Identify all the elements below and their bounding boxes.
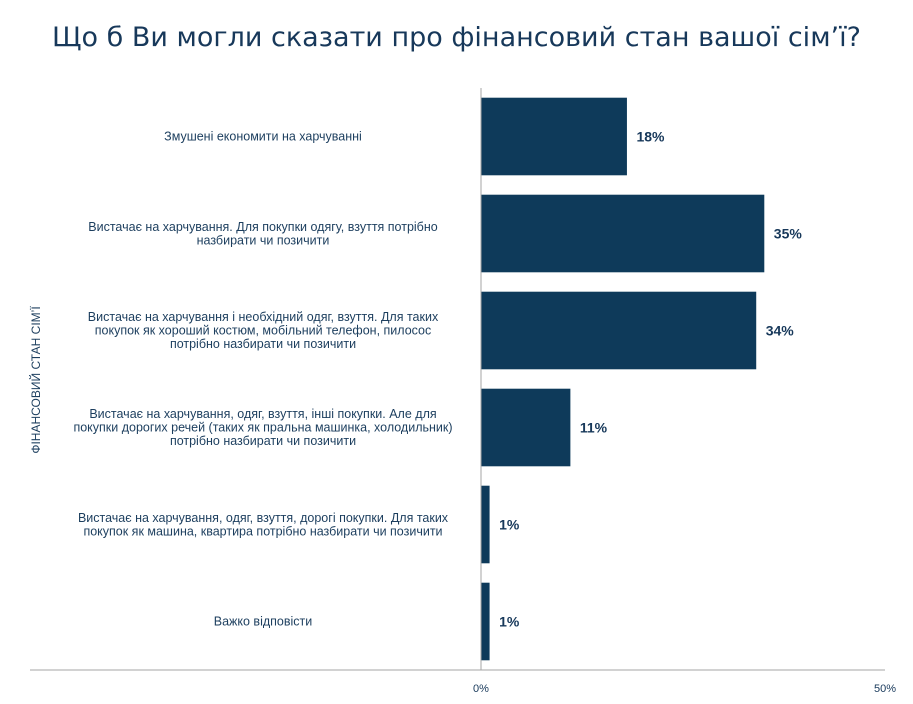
- data-label: 34%: [766, 323, 795, 339]
- bar: [481, 291, 757, 370]
- category-label-line: потрібно назбирати чи позичити: [170, 337, 356, 351]
- bar: [481, 388, 571, 467]
- category-label-line: покупок як хороший костюм, мобільний тел…: [95, 324, 432, 338]
- data-label: 11%: [580, 420, 608, 436]
- category-label-line: Вистачає на харчування, одяг, взуття, до…: [78, 511, 449, 525]
- category-label-line: Вистачає на харчування, одяг, взуття, ін…: [89, 407, 436, 421]
- bars-layer: 18% Змушені економити на харчуванні 35% Вис…: [73, 97, 803, 661]
- category-label-line: назбирати чи позичити: [197, 233, 330, 247]
- bar: [481, 194, 765, 273]
- category-label: Вистачає на харчування, одяг, взуття, ін…: [73, 407, 452, 448]
- category-label-line: потрібно назбирати чи позичити: [170, 434, 356, 448]
- bar: [481, 485, 490, 564]
- category-label: Важко відповісти: [214, 615, 313, 629]
- bar: [481, 582, 490, 661]
- category-label-line: Змушені економити на харчуванні: [164, 130, 362, 144]
- chart-title: Що б Ви могли сказати про фінансовий ста…: [52, 22, 861, 53]
- y-axis-label: ФІНАНСОВИЙ СТАН СІМ’Ї: [28, 306, 43, 454]
- x-tick-label: 0%: [473, 683, 489, 695]
- data-label: 1%: [499, 614, 520, 630]
- category-label: Вистачає на харчування, одяг, взуття, до…: [78, 511, 449, 539]
- category-label-line: покупки дорогих речей (таких як пральна …: [73, 421, 452, 435]
- data-label: 18%: [636, 129, 665, 145]
- data-label: 1%: [499, 517, 520, 533]
- category-label: Вистачає на харчування і необхідний одяг…: [88, 310, 439, 351]
- category-label-line: Вистачає на харчування. Для покупки одяг…: [88, 220, 437, 234]
- data-label: 35%: [774, 226, 803, 242]
- category-label-line: Вистачає на харчування і необхідний одяг…: [88, 310, 439, 324]
- category-label-line: Важко відповісти: [214, 615, 313, 629]
- category-label-line: покупок як машина, квартира потрібно наз…: [83, 524, 442, 538]
- x-tick-label: 50%: [874, 683, 896, 695]
- category-label: Вистачає на харчування. Для покупки одяг…: [88, 220, 437, 248]
- bar: [481, 97, 627, 176]
- ticks-layer: 0% 50%: [473, 683, 896, 695]
- category-label: Змушені економити на харчуванні: [164, 130, 362, 144]
